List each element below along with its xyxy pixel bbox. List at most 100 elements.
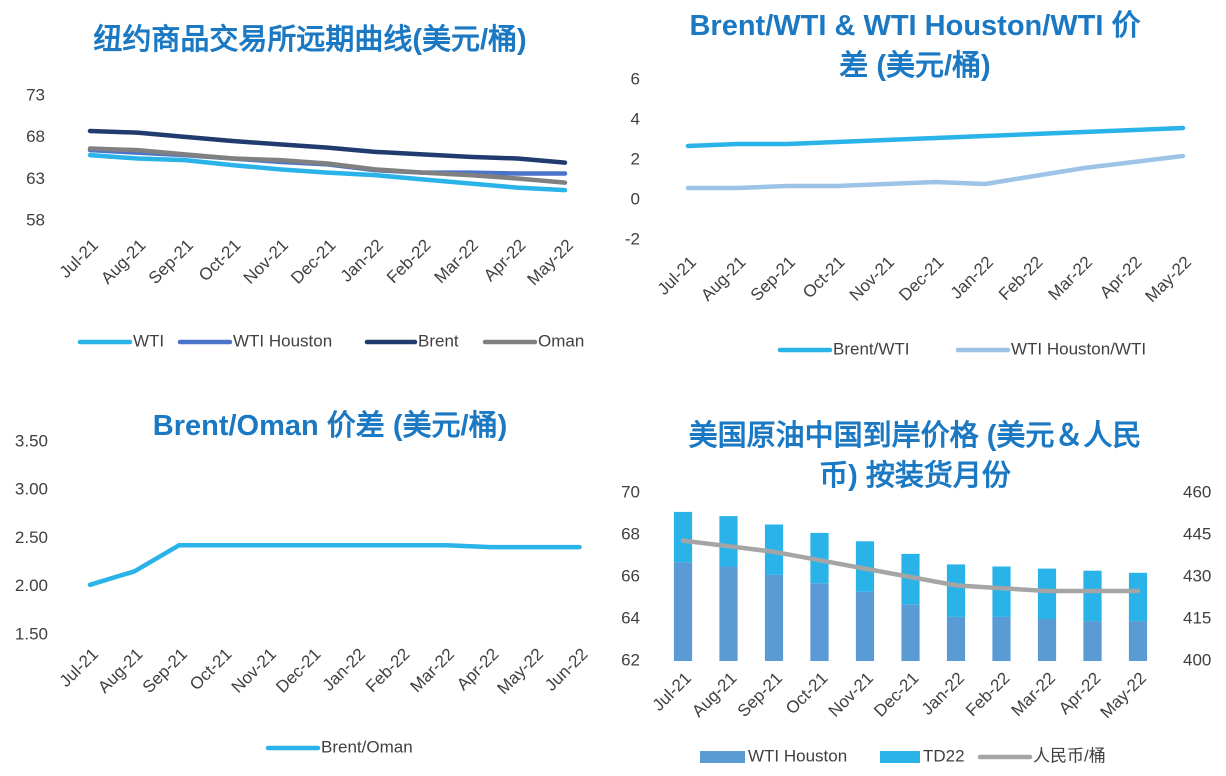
x-tick-label: Mar-22 xyxy=(430,236,482,288)
bar xyxy=(719,566,738,661)
x-tick-label: Apr-22 xyxy=(1096,253,1146,303)
legend-label: WTI xyxy=(133,331,164,350)
x-tick-label: Feb-22 xyxy=(383,236,435,288)
chart-title: 美国原油中国到岸价格 (美元＆人民币) 按装货月份 xyxy=(688,420,1142,492)
y2-tick-label: 400 xyxy=(1183,650,1211,669)
x-tick-label: Mar-22 xyxy=(406,645,458,697)
y-tick-label: -2 xyxy=(625,229,640,248)
x-tick-label: Feb-22 xyxy=(362,645,414,697)
y-tick-label: 73 xyxy=(26,85,45,104)
y-tick-label: 4 xyxy=(631,109,640,128)
bar xyxy=(992,566,1011,617)
legend-label: WTI Houston xyxy=(233,331,332,350)
x-tick-label: Oct-21 xyxy=(799,253,849,303)
x-tick-label: May-22 xyxy=(523,236,577,290)
legend-label: WTI Houston/WTI xyxy=(1011,339,1146,358)
bar xyxy=(946,564,966,617)
line xyxy=(685,153,1186,191)
x-tick-label: Oct-21 xyxy=(186,645,236,695)
x-tick-label: May-22 xyxy=(493,645,547,699)
x-tick-label: Apr-22 xyxy=(480,236,530,286)
legend-swatch xyxy=(700,751,745,763)
line xyxy=(685,125,1186,149)
legend-label: TD22 xyxy=(923,746,965,765)
y-tick-label: 64 xyxy=(621,608,640,627)
x-tick-label: Jan-22 xyxy=(319,645,369,695)
bar xyxy=(1037,619,1057,661)
x-tick-label: Sep-21 xyxy=(145,236,197,288)
x-tick-label: Mar-22 xyxy=(1007,669,1059,721)
y2-tick-label: 445 xyxy=(1183,524,1211,543)
x-tick-label: Dec-21 xyxy=(272,645,324,697)
bar xyxy=(673,511,693,563)
x-tick-label: Aug-21 xyxy=(688,669,740,721)
y-tick-label: 62 xyxy=(621,650,640,669)
line xyxy=(87,152,568,193)
chart-title: 纽约商品交易所远期曲线(美元/桶) xyxy=(93,24,527,56)
x-tick-label: Nov-21 xyxy=(228,645,280,697)
x-tick-label: Jan-22 xyxy=(918,669,968,719)
y-tick-label: 6 xyxy=(631,69,640,88)
x-tick-label: Feb-22 xyxy=(962,669,1014,721)
bar xyxy=(719,516,738,567)
bar xyxy=(946,616,966,661)
line xyxy=(87,146,568,185)
x-tick-label: Nov-21 xyxy=(825,669,877,721)
legend-label: Brent/Oman xyxy=(321,737,413,756)
y2-tick-label: 415 xyxy=(1183,608,1211,627)
x-tick-label: May-22 xyxy=(1141,253,1195,307)
x-tick-label: Jan-22 xyxy=(947,253,997,303)
bar xyxy=(1128,621,1148,661)
x-tick-label: Jul-21 xyxy=(56,236,102,282)
chart-title: Brent/Oman 价差 (美元/桶) xyxy=(152,410,508,442)
x-tick-label: Jun-22 xyxy=(541,645,591,695)
y-tick-label: 2.00 xyxy=(15,576,48,595)
x-tick-label: May-22 xyxy=(1096,669,1150,723)
x-tick-label: Mar-22 xyxy=(1044,253,1096,305)
y-tick-label: 3.50 xyxy=(15,431,48,450)
x-tick-label: Apr-22 xyxy=(1055,669,1105,719)
y-tick-label: 70 xyxy=(621,482,640,501)
y-tick-label: 66 xyxy=(621,566,640,585)
y2-tick-label: 460 xyxy=(1183,482,1211,501)
legend-label: Brent xyxy=(418,331,459,350)
x-tick-label: Oct-21 xyxy=(195,236,245,286)
x-tick-label: Aug-21 xyxy=(697,253,749,305)
bar xyxy=(992,616,1011,661)
y-tick-label: 68 xyxy=(26,127,45,146)
x-tick-label: Jan-22 xyxy=(337,236,387,286)
bar xyxy=(1083,621,1102,661)
x-tick-label: Nov-21 xyxy=(846,253,898,305)
legend-label: 人民币/桶 xyxy=(1033,746,1106,765)
y-tick-label: 63 xyxy=(26,169,45,188)
x-tick-label: Aug-21 xyxy=(97,236,149,288)
y-tick-label: 0 xyxy=(631,189,640,208)
bar xyxy=(1083,570,1102,622)
y2-tick-label: 430 xyxy=(1183,566,1211,585)
line xyxy=(87,543,582,588)
x-tick-label: Jul-21 xyxy=(654,253,700,299)
x-tick-label: Feb-22 xyxy=(995,253,1047,305)
y-tick-label: 1.50 xyxy=(15,624,48,643)
y-tick-label: 68 xyxy=(621,524,640,543)
x-tick-label: Sep-21 xyxy=(734,669,786,721)
x-tick-label: Sep-21 xyxy=(747,253,799,305)
x-tick-label: Nov-21 xyxy=(240,236,292,288)
legend-swatch xyxy=(880,751,920,763)
y-tick-label: 3.00 xyxy=(15,480,48,499)
bar xyxy=(855,591,875,661)
legend-label: WTI Houston xyxy=(748,746,847,765)
legend-label: Brent/WTI xyxy=(833,339,910,358)
bar xyxy=(1037,568,1057,619)
bar xyxy=(901,604,920,661)
x-tick-label: Oct-21 xyxy=(782,669,832,719)
y-tick-label: 2.50 xyxy=(15,528,48,547)
x-tick-label: Sep-21 xyxy=(139,645,191,697)
x-tick-label: Aug-21 xyxy=(94,645,146,697)
x-tick-label: Dec-21 xyxy=(287,236,339,288)
line xyxy=(87,128,568,165)
legend-label: Oman xyxy=(538,331,584,350)
y-tick-label: 58 xyxy=(26,210,45,229)
